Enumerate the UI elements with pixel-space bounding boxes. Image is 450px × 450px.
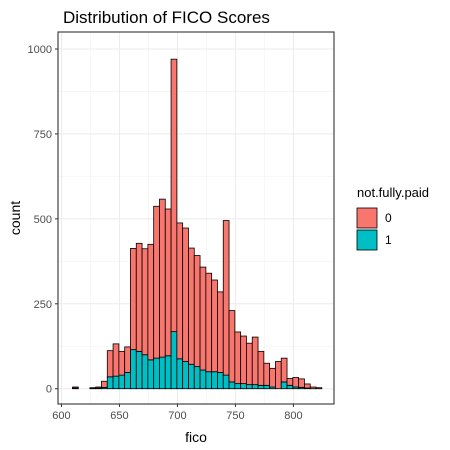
bar-not-fully-paid-0 <box>199 266 207 371</box>
bar-not-fully-paid-0 <box>246 342 253 386</box>
bar-not-fully-paid-0 <box>269 367 276 388</box>
bar-not-fully-paid-1 <box>135 350 143 390</box>
bar-not-fully-paid-1 <box>170 331 178 390</box>
x-tick-label: 700 <box>168 410 186 422</box>
bar-not-fully-paid-1 <box>118 374 126 390</box>
bar-not-fully-paid-0 <box>153 205 160 359</box>
bar-not-fully-paid-0 <box>280 357 288 383</box>
y-tick-label: 250 <box>34 299 52 311</box>
y-axis-title: count <box>7 201 23 235</box>
legend-title: not.fully.paid <box>357 185 429 200</box>
bar-not-fully-paid-0 <box>228 310 236 383</box>
bar-not-fully-paid-0 <box>309 386 317 390</box>
legend-key-0 <box>356 207 378 229</box>
x-tick-label: 650 <box>110 410 128 422</box>
x-tick-label: 600 <box>52 410 70 422</box>
bar-not-fully-paid-0 <box>240 335 247 385</box>
y-tick-label: 0 <box>46 384 52 396</box>
bar-not-fully-paid-0 <box>72 386 79 389</box>
bar-not-fully-paid-1 <box>251 384 259 390</box>
bar-not-fully-paid-0 <box>176 222 184 360</box>
legend-label-0: 0 <box>385 211 392 225</box>
bar-not-fully-paid-0 <box>118 350 126 376</box>
bar-not-fully-paid-0 <box>217 291 224 373</box>
x-axis-title: fico <box>185 429 207 445</box>
y-tick-label: 500 <box>34 214 52 226</box>
bar-not-fully-paid-0 <box>275 361 282 390</box>
bar-not-fully-paid-1 <box>280 381 288 390</box>
legend-label-1: 1 <box>385 233 392 247</box>
bar-not-fully-paid-0 <box>315 387 323 390</box>
bars <box>72 58 323 390</box>
bar-not-fully-paid-0 <box>89 387 97 389</box>
bar-not-fully-paid-0 <box>292 377 300 388</box>
bar-not-fully-paid-1 <box>153 357 160 390</box>
bar-not-fully-paid-1 <box>188 363 195 390</box>
bar-not-fully-paid-1 <box>176 358 184 390</box>
bar-not-fully-paid-1 <box>246 384 253 390</box>
bar-not-fully-paid-0 <box>257 350 265 386</box>
bar-not-fully-paid-1 <box>217 372 224 390</box>
bar-not-fully-paid-0 <box>147 243 155 361</box>
bar-not-fully-paid-0 <box>130 248 137 351</box>
bar-not-fully-paid-0 <box>304 383 311 389</box>
bar-not-fully-paid-0 <box>286 378 294 386</box>
bar-not-fully-paid-0 <box>135 242 143 352</box>
bar-not-fully-paid-0 <box>95 386 102 389</box>
bar-not-fully-paid-0 <box>193 255 201 368</box>
bar-not-fully-paid-0 <box>211 279 218 373</box>
bar-not-fully-paid-1 <box>205 371 213 390</box>
bar-not-fully-paid-0 <box>234 331 242 385</box>
legend-key-1 <box>356 229 378 251</box>
bar-not-fully-paid-0 <box>159 198 166 358</box>
bar-not-fully-paid-0 <box>106 350 114 378</box>
bar-not-fully-paid-1 <box>222 374 230 390</box>
bar-not-fully-paid-0 <box>112 343 120 377</box>
plot-border <box>57 31 335 405</box>
bar-not-fully-paid-1 <box>159 356 166 390</box>
bar-not-fully-paid-0 <box>222 220 230 376</box>
bar-not-fully-paid-1 <box>147 359 155 390</box>
bar-not-fully-paid-0 <box>141 248 149 356</box>
chart-title: Distribution of FICO Scores <box>63 8 270 27</box>
bar-not-fully-paid-1 <box>164 355 172 390</box>
bar-not-fully-paid-1 <box>130 349 137 390</box>
bar-not-fully-paid-1 <box>240 383 247 390</box>
bar-not-fully-paid-1 <box>199 369 207 390</box>
legend: not.fully.paid 0 1 <box>356 185 429 251</box>
bar-not-fully-paid-1 <box>257 384 265 390</box>
bar-not-fully-paid-0 <box>298 378 305 388</box>
bar-not-fully-paid-0 <box>124 346 131 373</box>
y-tick-label: 1000 <box>28 44 52 56</box>
bar-not-fully-paid-0 <box>251 336 259 386</box>
bar-not-fully-paid-1 <box>112 375 120 390</box>
bar-not-fully-paid-0 <box>170 58 178 333</box>
bar-not-fully-paid-0 <box>263 362 271 386</box>
x-tick-label: 750 <box>226 410 244 422</box>
bar-not-fully-paid-1 <box>228 381 236 390</box>
bar-not-fully-paid-1 <box>263 384 271 390</box>
bar-not-fully-paid-0 <box>182 227 189 362</box>
bar-not-fully-paid-1 <box>234 383 242 390</box>
bar-not-fully-paid-0 <box>164 208 172 357</box>
bar-not-fully-paid-1 <box>106 376 114 390</box>
bar-not-fully-paid-1 <box>124 372 131 390</box>
bar-not-fully-paid-1 <box>211 371 218 390</box>
bar-not-fully-paid-1 <box>182 361 189 390</box>
bar-not-fully-paid-1 <box>286 384 294 390</box>
bar-not-fully-paid-1 <box>193 366 201 390</box>
bar-not-fully-paid-1 <box>141 354 149 390</box>
y-tick-label: 750 <box>34 129 52 141</box>
bar-not-fully-paid-0 <box>101 380 108 388</box>
x-tick-label: 800 <box>284 410 302 422</box>
bar-not-fully-paid-0 <box>205 272 213 373</box>
bar-not-fully-paid-0 <box>188 247 195 365</box>
axes: 600 650 700 750 800 0 250 500 750 1000 <box>28 44 303 422</box>
